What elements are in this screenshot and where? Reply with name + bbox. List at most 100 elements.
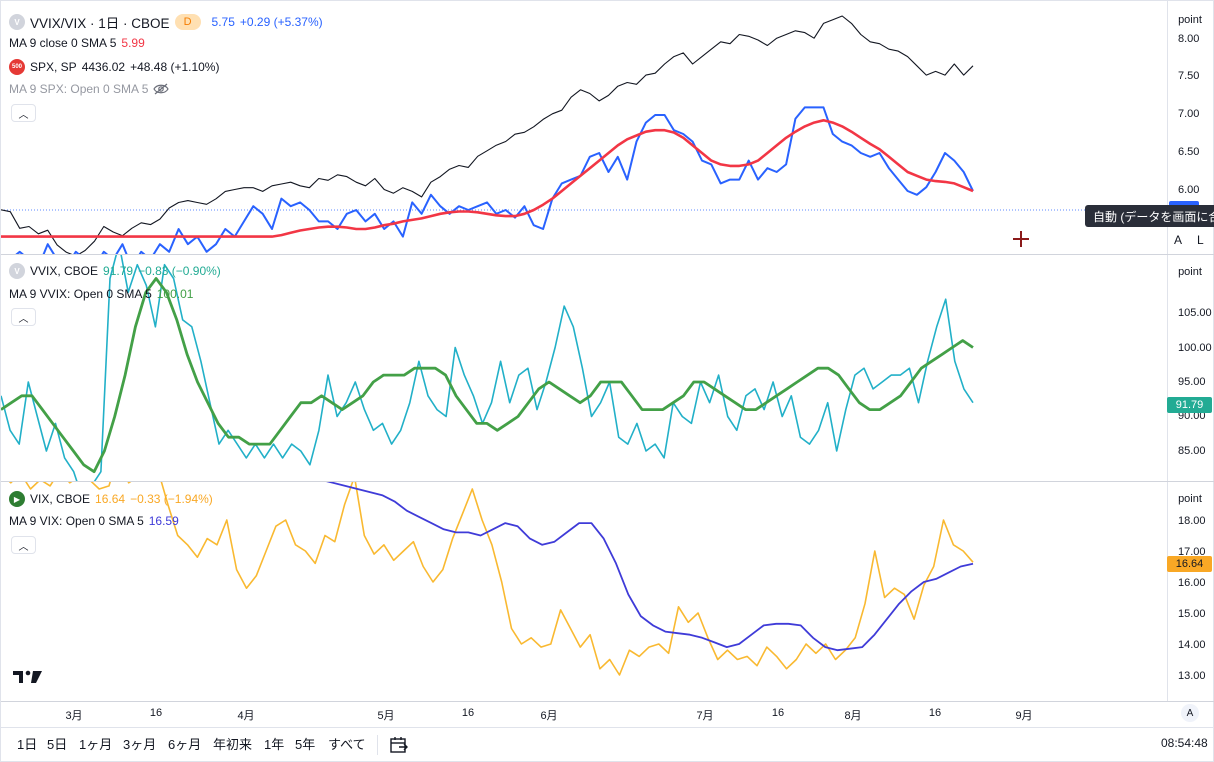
range-all-button[interactable]: すべて (328, 737, 366, 752)
collapse-legend-button[interactable]: ︿ (11, 104, 36, 122)
vix-change: −0.33 (−1.94%) (130, 492, 213, 506)
vvix-vix-ratio-line[interactable] (1, 106, 974, 254)
last-price-tag-1 (1169, 201, 1199, 207)
legend-spx-ma[interactable]: MA 9 SPX: Open 0 SMA 5 (9, 82, 170, 96)
crosshair-cursor-icon (1013, 231, 1029, 247)
chevron-up-icon: ︿ (18, 109, 29, 121)
main-last-price: 5.75 (211, 15, 235, 29)
main-symbol-title[interactable]: VVIX/VIX · 1日 · CBOE (30, 16, 170, 31)
collapse-legend-button[interactable]: ︿ (11, 536, 36, 554)
delay-badge[interactable]: D (174, 14, 201, 30)
legend-main: V VVIX/VIX · 1日 · CBOE D 5.75 +0.29 (+5.… (9, 12, 323, 32)
x-tick: 7月 (696, 710, 714, 722)
y-tick: 16.00 (1178, 577, 1206, 589)
x-tick: 4月 (237, 710, 255, 722)
x-tick: 5月 (377, 710, 395, 722)
range-ytd-button[interactable]: 年初来 (213, 737, 253, 752)
x-tick: 16 (461, 707, 475, 719)
legend-vvix-ma[interactable]: MA 9 VVIX: Open 0 SMA 5 100.01 (9, 287, 193, 301)
vvix-line[interactable] (1, 255, 974, 481)
x-tick: 3月 (65, 710, 83, 722)
range-1m-button[interactable]: 1ヶ月 (79, 737, 113, 752)
collapse-legend-button[interactable]: ︿ (11, 308, 36, 326)
time-axis[interactable]: 3月 16 4月 5月 16 6月 7月 16 8月 16 9月 (1, 701, 1167, 723)
clock-time: 08:54:48 (1161, 736, 1208, 750)
range-5d-button[interactable]: 5日 (47, 737, 68, 752)
chevron-up-icon: ︿ (18, 541, 29, 553)
vvix-ma-line[interactable] (1, 277, 974, 474)
legend-spx[interactable]: 500 SPX, SP 4436.02 +48.48 (+1.10%) (9, 59, 219, 75)
pane-vvix-vix-plot[interactable] (1, 1, 1167, 254)
range-3m-button[interactable]: 3ヶ月 (123, 737, 157, 752)
pane-vix-plot[interactable] (1, 482, 1167, 701)
vvix-ma-value: 100.01 (156, 287, 194, 301)
scale-mode-button-3[interactable]: point (1169, 490, 1211, 508)
y-tick: 17.00 (1178, 546, 1206, 558)
range-1d-button[interactable]: 1日 (17, 737, 38, 752)
x-tick: 8月 (844, 710, 862, 722)
legend-vix[interactable]: ▶ VIX, CBOE 16.64 −0.33 (−1.94%) (9, 491, 213, 507)
pane-separator[interactable] (1, 481, 1214, 482)
x-tick: 6月 (540, 710, 558, 722)
calendar-goto-icon[interactable] (389, 735, 409, 755)
ratio-ma-line[interactable] (1, 119, 974, 238)
auto-scale-tooltip: 自動 (データを画面に合 (1085, 205, 1214, 227)
vix-ma-line[interactable] (296, 482, 974, 652)
toolbar-divider (377, 735, 378, 755)
spx-line[interactable] (1, 15, 974, 254)
y-tick: 15.00 (1178, 608, 1206, 620)
eye-hidden-icon[interactable] (153, 83, 170, 95)
price-scale-1[interactable] (1167, 1, 1214, 254)
pane-vvix-plot[interactable] (1, 255, 1167, 481)
x-tick: 16 (928, 707, 942, 719)
x-tick: 16 (149, 707, 163, 719)
vvix-logo-icon: V (9, 263, 25, 279)
spx-ma-label: MA 9 SPX: Open 0 SMA 5 (9, 82, 149, 96)
vix-last: 16.64 (95, 492, 126, 506)
auto-scale-button[interactable]: A (1174, 233, 1183, 247)
vvix-title: VVIX, CBOE (30, 264, 99, 278)
pane-vix[interactable] (1, 482, 1167, 701)
last-price-tag-3: 16.64 (1167, 556, 1212, 572)
y-tick: 18.00 (1178, 515, 1206, 527)
y-tick: 7.50 (1178, 70, 1200, 82)
vvix-ma-label: MA 9 VVIX: Open 0 SMA 5 (9, 287, 152, 301)
range-5y-button[interactable]: 5年 (295, 737, 316, 752)
y-tick: 14.00 (1178, 639, 1206, 651)
vvix-last: 91.79 (103, 264, 134, 278)
xaxis-separator (1, 701, 1214, 702)
y-tick: 100.00 (1178, 342, 1212, 354)
time-axis-auto-button[interactable]: A (1181, 704, 1199, 722)
range-6m-button[interactable]: 6ヶ月 (168, 737, 202, 752)
main-change: +0.29 (+5.37%) (239, 15, 323, 29)
play-icon: ▶ (9, 491, 25, 507)
legend-vix-ma[interactable]: MA 9 VIX: Open 0 SMA 5 16.59 (9, 514, 179, 528)
vix-ma-label: MA 9 VIX: Open 0 SMA 5 (9, 514, 144, 528)
price-scale-3[interactable] (1167, 482, 1214, 701)
y-tick: 8.00 (1178, 33, 1200, 45)
ma-close-label: MA 9 close 0 SMA 5 (9, 36, 117, 50)
y-tick: 13.00 (1178, 670, 1206, 682)
price-scale-2[interactable] (1167, 255, 1214, 481)
scale-mode-button-2[interactable]: point (1169, 263, 1211, 281)
y-tick: 6.00 (1178, 184, 1200, 196)
last-price-tag-2: 91.79 (1167, 397, 1212, 413)
pane-vvix-vix[interactable] (1, 1, 1167, 254)
vvix-change: −0.83 (−0.90%) (138, 264, 221, 278)
vix-title: VIX, CBOE (30, 492, 91, 506)
log-scale-button[interactable]: L (1197, 233, 1204, 247)
range-1y-button[interactable]: 1年 (264, 737, 285, 752)
spx-change: +48.48 (+1.10%) (130, 60, 220, 74)
legend-ma-close[interactable]: MA 9 close 0 SMA 5 5.99 (9, 36, 145, 50)
spx-price: 4436.02 (81, 60, 126, 74)
symbol-logo-icon: V (9, 14, 25, 30)
bottom-toolbar: 1日 5日 1ヶ月 3ヶ月 6ヶ月 年初来 1年 5年 すべて 08:54:48 (1, 727, 1214, 762)
legend-vvix[interactable]: V VVIX, CBOE 91.79 −0.83 (−0.90%) (9, 263, 221, 279)
y-tick: 95.00 (1178, 376, 1206, 388)
vix-line[interactable] (1, 482, 974, 676)
pane-vvix[interactable] (1, 255, 1167, 481)
scale-mode-button-1[interactable]: point (1169, 11, 1211, 29)
pane-separator[interactable] (1, 254, 1214, 255)
tradingview-logo-icon[interactable] (13, 669, 43, 685)
